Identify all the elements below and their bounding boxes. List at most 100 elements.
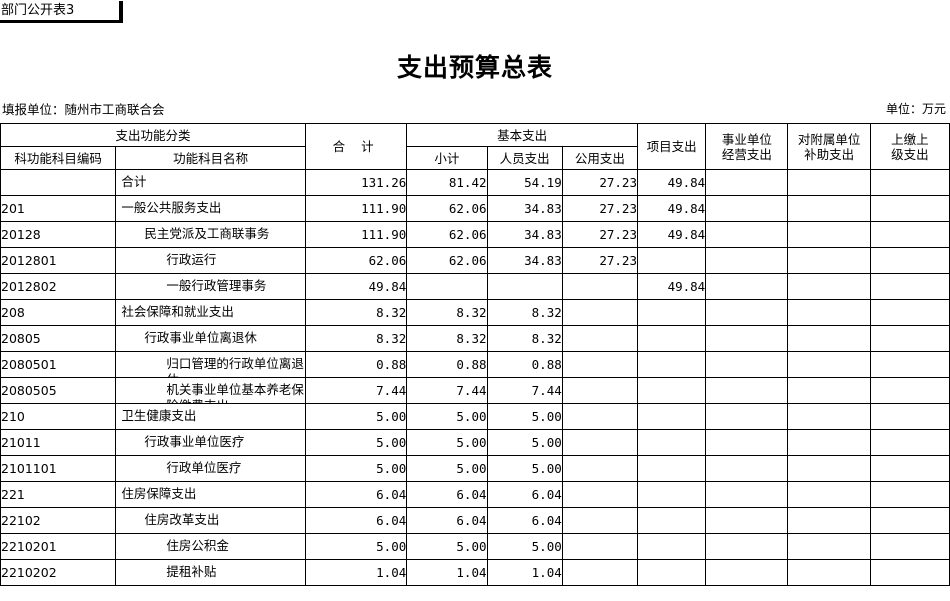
cell-total: 8.32 (304, 325, 408, 352)
cell-total: 5.00 (304, 429, 408, 456)
table-header-row-1: 支出功能分类 合 计 基本支出 项目支出 事业单位 经营支出 对附属单位 补助支… (0, 123, 950, 170)
cell-business-operating-expenditure (705, 455, 789, 482)
cell-basic-subtotal: 7.44 (406, 377, 488, 404)
cell-basic-subtotal: 5.00 (406, 429, 488, 456)
function-name-text: 一般公共服务支出 (121, 200, 222, 215)
cell-total: 131.26 (304, 169, 408, 196)
cell-function-name: 一般行政管理事务 (115, 273, 306, 300)
table-row[interactable]: 2210202 提租补贴 1.04 1.04 1.04 (0, 559, 950, 586)
cell-public-expenditure (561, 481, 639, 508)
cell-remittance-to-superior (869, 455, 950, 482)
expenditure-budget-table: 支出功能分类 合 计 基本支出 项目支出 事业单位 经营支出 对附属单位 补助支… (0, 123, 950, 586)
cell-subsidy-to-affiliates (787, 507, 871, 534)
cell-basic-subtotal: 8.32 (406, 299, 488, 326)
cell-function-code: 2210202 (0, 559, 117, 586)
cell-business-operating-expenditure (705, 325, 789, 352)
cell-function-name: 行政单位医疗 (115, 455, 306, 482)
page-title: 支出预算总表 (396, 53, 553, 82)
sheet-tab-handle[interactable] (119, 1, 123, 23)
cell-business-operating-expenditure (705, 507, 789, 534)
cell-function-name: 合计 (115, 169, 306, 196)
function-name-text: 行政事业单位离退休 (144, 330, 257, 345)
cell-remittance-to-superior (869, 481, 950, 508)
cell-project-expenditure: 49.84 (636, 273, 707, 300)
table-row[interactable]: 208 社会保障和就业支出 8.32 8.32 8.32 (0, 299, 950, 326)
cell-project-expenditure: 49.84 (636, 195, 707, 222)
header-col-subsidy-to-affiliates: 对附属单位 补助支出 (787, 123, 871, 170)
header-group-expenditure-classification: 支出功能分类 (0, 123, 306, 147)
cell-subsidy-to-affiliates (787, 481, 871, 508)
cell-project-expenditure (636, 559, 707, 586)
table-row[interactable]: 201 一般公共服务支出 111.90 62.06 34.83 27.23 49.84 (0, 195, 950, 222)
cell-function-code: 20805 (0, 325, 117, 352)
cell-function-code: 2080505 (0, 377, 117, 404)
cell-project-expenditure: 49.84 (636, 221, 707, 248)
cell-function-code: 21011 (0, 429, 117, 456)
cell-remittance-to-superior (869, 429, 950, 456)
cell-personnel-expenditure: 5.00 (486, 533, 563, 560)
cell-public-expenditure (561, 403, 639, 430)
cell-remittance-to-superior (869, 195, 950, 222)
cell-project-expenditure (636, 533, 707, 560)
cell-public-expenditure (561, 351, 639, 378)
cell-basic-subtotal: 1.04 (406, 559, 488, 586)
cell-business-operating-expenditure (705, 221, 789, 248)
cell-total: 8.32 (304, 299, 408, 326)
cell-personnel-expenditure: 0.88 (486, 351, 563, 378)
table-row[interactable]: 2012801 行政运行 62.06 62.06 34.83 27.23 (0, 247, 950, 274)
cell-project-expenditure (636, 377, 707, 404)
cell-personnel-expenditure: 8.32 (486, 299, 563, 326)
cell-basic-subtotal: 8.32 (406, 325, 488, 352)
cell-function-code: 2080501 (0, 351, 117, 378)
table-header-row-2: 科功能科目编码 功能科目名称 小计 人员支出 公用支出 (0, 146, 950, 170)
table-row[interactable]: 2080501归口管理的行政单位离退休0.880.880.88 (0, 351, 950, 378)
cell-public-expenditure (561, 273, 639, 300)
header-col-upper-line2: 级支出 (891, 146, 929, 162)
cell-business-operating-expenditure (705, 351, 789, 378)
cell-basic-subtotal: 0.88 (406, 351, 488, 378)
cell-public-expenditure (561, 377, 639, 404)
cell-total: 6.04 (304, 481, 408, 508)
cell-total: 5.00 (304, 455, 408, 482)
cell-business-operating-expenditure (705, 377, 789, 404)
table-row[interactable]: 20805 行政事业单位离退休 8.32 8.32 8.32 (0, 325, 950, 352)
cell-subsidy-to-affiliates (787, 325, 871, 352)
cell-subsidy-to-affiliates (787, 195, 871, 222)
cell-function-name: 行政事业单位医疗 (115, 429, 306, 456)
table-row[interactable]: 210 卫生健康支出 5.00 5.00 5.00 (0, 403, 950, 430)
table-row[interactable]: 合计 131.26 81.42 54.19 27.23 49.84 (0, 169, 950, 196)
table-row[interactable]: 2080505机关事业单位基本养老保险缴费支出7.447.447.44 (0, 377, 950, 404)
cell-personnel-expenditure: 6.04 (486, 507, 563, 534)
cell-total: 5.00 (304, 403, 408, 430)
cell-personnel-expenditure: 5.00 (486, 429, 563, 456)
cell-remittance-to-superior (869, 533, 950, 560)
function-name-text: 卫生健康支出 (121, 408, 197, 423)
cell-project-expenditure (636, 325, 707, 352)
cell-business-operating-expenditure (705, 195, 789, 222)
cell-public-expenditure (561, 455, 639, 482)
cell-project-expenditure (636, 299, 707, 326)
cell-business-operating-expenditure (705, 429, 789, 456)
cell-total: 6.04 (304, 507, 408, 534)
table-row[interactable]: 20128 民主党派及工商联事务 111.90 62.06 34.83 27.23 49.8… (0, 221, 950, 248)
cell-subsidy-to-affiliates (787, 403, 871, 430)
cell-basic-subtotal (406, 273, 488, 300)
table-row[interactable]: 2012802 一般行政管理事务 49.84 49.84 (0, 273, 950, 300)
table-row[interactable]: 21011 行政事业单位医疗 5.00 5.00 5.00 (0, 429, 950, 456)
sheet-tab[interactable]: 部门公开表3 (0, 0, 130, 26)
cell-basic-subtotal: 6.04 (406, 507, 488, 534)
cell-business-operating-expenditure (705, 169, 789, 196)
cell-function-name: 卫生健康支出 (115, 403, 306, 430)
cell-public-expenditure (561, 533, 639, 560)
table-row[interactable]: 2101101 行政单位医疗 5.00 5.00 5.00 (0, 455, 950, 482)
cell-remittance-to-superior (869, 351, 950, 378)
function-name-text: 住房保障支出 (121, 486, 197, 501)
cell-remittance-to-superior (869, 559, 950, 586)
cell-total: 7.44 (304, 377, 408, 404)
cell-remittance-to-superior (869, 273, 950, 300)
table-row[interactable]: 22102 住房改革支出 6.04 6.04 6.04 (0, 507, 950, 534)
cell-basic-subtotal: 5.00 (406, 403, 488, 430)
table-row[interactable]: 221 住房保障支出 6.04 6.04 6.04 (0, 481, 950, 508)
cell-function-code: 22102 (0, 507, 117, 534)
table-row[interactable]: 2210201 住房公积金 5.00 5.00 5.00 (0, 533, 950, 560)
